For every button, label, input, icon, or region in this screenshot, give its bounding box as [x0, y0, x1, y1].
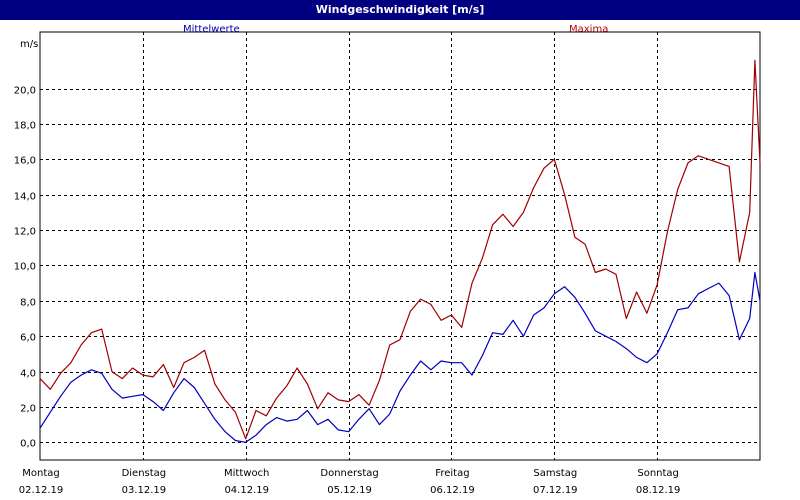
- series-line-mittelwerte: [39, 271, 761, 443]
- x-tick-day: Donnerstag: [320, 468, 378, 479]
- x-tick-date: 02.12.19: [19, 485, 64, 496]
- y-tick-label: 0,0: [20, 439, 36, 450]
- window-title: Windgeschwindigkeit [m/s]: [0, 0, 800, 20]
- y-tick-label: 14,0: [14, 192, 36, 203]
- x-tick-date: 06.12.19: [430, 485, 475, 496]
- x-tick-date: 07.12.19: [533, 485, 578, 496]
- y-tick-label: 4,0: [20, 369, 36, 380]
- legend-mittelwerte: Mittelwerte: [183, 24, 240, 35]
- y-tick-label: 20,0: [14, 86, 36, 97]
- plot-frame: [39, 31, 761, 461]
- x-tick-date: 08.12.19: [636, 485, 681, 496]
- series-line-maxima: [39, 59, 761, 440]
- y-tick-label: 18,0: [14, 121, 36, 132]
- legend-maxima: Maxima: [569, 24, 609, 35]
- x-tick-day: Mittwoch: [224, 468, 269, 479]
- y-tick-label: 2,0: [20, 404, 36, 415]
- x-tick-date: 04.12.19: [224, 485, 269, 496]
- y-tick-label: 16,0: [14, 156, 36, 167]
- y-tick-label: 6,0: [20, 333, 36, 344]
- x-tick-day: Sonntag: [637, 468, 679, 479]
- y-tick-label: 10,0: [14, 262, 36, 273]
- x-tick-day: Freitag: [435, 468, 469, 479]
- x-tick-day: Dienstag: [122, 468, 167, 479]
- x-tick-day: Montag: [22, 468, 59, 479]
- y-tick-label: 8,0: [20, 298, 36, 309]
- x-tick-date: 03.12.19: [122, 485, 167, 496]
- y-tick-label: 12,0: [14, 227, 36, 238]
- x-tick-date: 05.12.19: [327, 485, 372, 496]
- y-axis-unit: m/s: [20, 39, 39, 50]
- x-tick-day: Samstag: [533, 468, 577, 479]
